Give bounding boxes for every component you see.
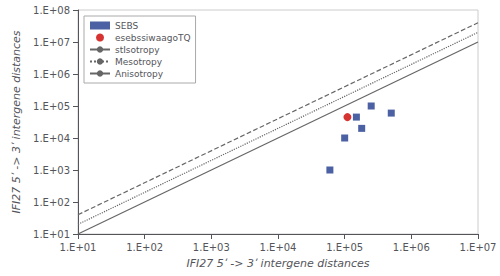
svg-text:1.E+03: 1.E+03 <box>33 165 70 176</box>
svg-text:1.E+08: 1.E+08 <box>33 5 70 16</box>
svg-text:1.E+03: 1.E+03 <box>193 242 230 253</box>
svg-text:esebssiwaagoTQ: esebssiwaagoTQ <box>115 33 191 43</box>
svg-text:1.E+04: 1.E+04 <box>33 133 70 144</box>
svg-text:1.E+07: 1.E+07 <box>33 37 70 48</box>
svg-text:1.E+04: 1.E+04 <box>260 242 297 253</box>
svg-text:1.E+06: 1.E+06 <box>393 242 430 253</box>
svg-text:1.E+07: 1.E+07 <box>460 242 497 253</box>
svg-text:1.E+02: 1.E+02 <box>126 242 163 253</box>
svg-text:1.E+05: 1.E+05 <box>326 242 363 253</box>
svg-text:Anisotropy: Anisotropy <box>115 69 164 79</box>
svg-text:1.E+02: 1.E+02 <box>33 197 70 208</box>
svg-text:IFI27 5ʹ -> 3ʹ intergene dista: IFI27 5ʹ -> 3ʹ intergene distances <box>186 257 369 270</box>
svg-text:1.E+01: 1.E+01 <box>60 242 97 253</box>
svg-text:Mesotropy: Mesotropy <box>115 57 163 67</box>
svg-text:IFI27 5ʹ -> 3ʹ intergene dista: IFI27 5ʹ -> 3ʹ intergene distances <box>10 30 23 213</box>
svg-text:1.E+01: 1.E+01 <box>33 229 70 240</box>
svg-text:1.E+05: 1.E+05 <box>33 101 70 112</box>
svg-text:SEBS: SEBS <box>115 21 138 31</box>
svg-text:1.E+06: 1.E+06 <box>33 69 70 80</box>
svg-text:stIsotropy: stIsotropy <box>115 45 160 55</box>
